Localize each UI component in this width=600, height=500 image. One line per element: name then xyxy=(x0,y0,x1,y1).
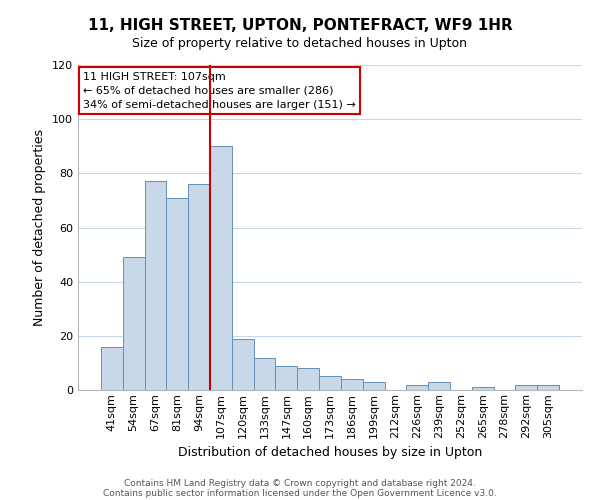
Bar xyxy=(297,368,319,390)
Y-axis label: Number of detached properties: Number of detached properties xyxy=(34,129,46,326)
Text: Size of property relative to detached houses in Upton: Size of property relative to detached ho… xyxy=(133,38,467,51)
Bar xyxy=(537,384,559,390)
Text: 11 HIGH STREET: 107sqm
← 65% of detached houses are smaller (286)
34% of semi-de: 11 HIGH STREET: 107sqm ← 65% of detached… xyxy=(83,72,356,110)
Bar xyxy=(123,258,145,390)
Bar xyxy=(254,358,275,390)
Bar xyxy=(101,346,123,390)
Text: Contains public sector information licensed under the Open Government Licence v3: Contains public sector information licen… xyxy=(103,488,497,498)
Bar xyxy=(210,146,232,390)
Bar xyxy=(428,382,450,390)
Bar xyxy=(166,198,188,390)
Bar xyxy=(363,382,385,390)
Bar xyxy=(319,376,341,390)
Bar xyxy=(341,379,363,390)
Bar xyxy=(188,184,210,390)
Text: 11, HIGH STREET, UPTON, PONTEFRACT, WF9 1HR: 11, HIGH STREET, UPTON, PONTEFRACT, WF9 … xyxy=(88,18,512,32)
Bar xyxy=(472,388,494,390)
Text: Contains HM Land Registry data © Crown copyright and database right 2024.: Contains HM Land Registry data © Crown c… xyxy=(124,478,476,488)
Bar xyxy=(406,384,428,390)
X-axis label: Distribution of detached houses by size in Upton: Distribution of detached houses by size … xyxy=(178,446,482,459)
Bar xyxy=(275,366,297,390)
Bar xyxy=(515,384,537,390)
Bar xyxy=(145,182,166,390)
Bar xyxy=(232,338,254,390)
